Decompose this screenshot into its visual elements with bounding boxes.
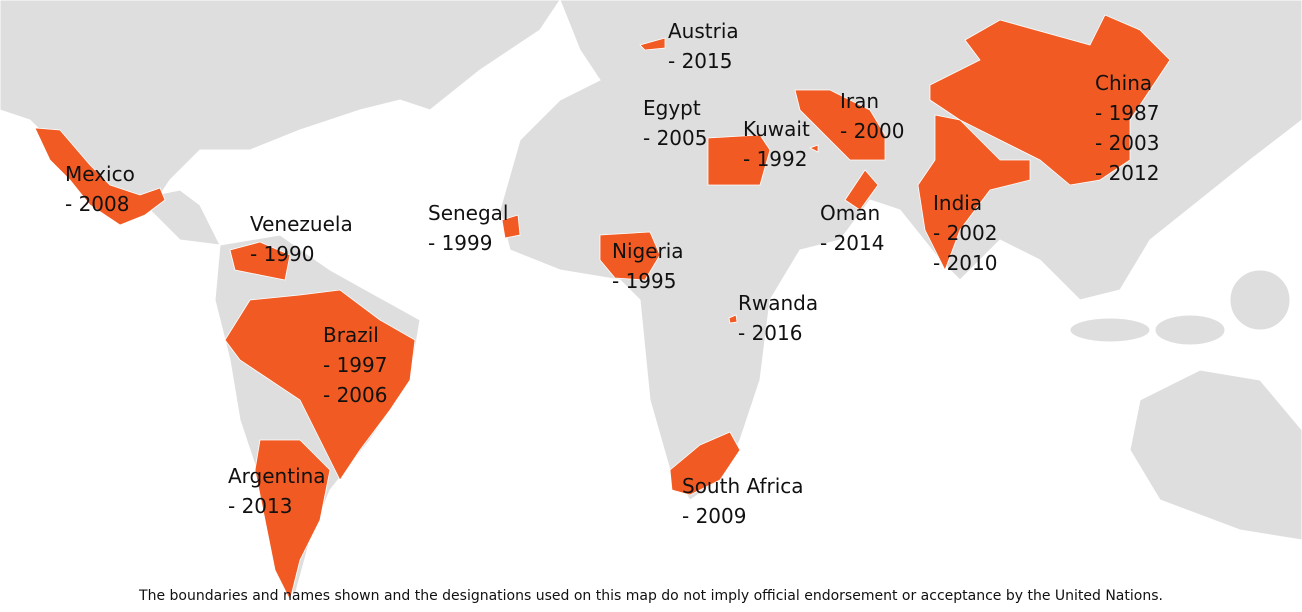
country-name: Senegal [428,201,509,225]
island [1154,314,1226,346]
country-year: - 1990 [250,242,314,266]
iran [794,89,886,161]
venezuela [229,241,291,281]
country-year: - 2000 [840,119,904,143]
country-name: Nigeria [612,239,684,263]
south-africa [669,431,741,496]
rwanda [728,314,738,324]
country-name: South Africa [682,474,804,498]
country-name: Rwanda [738,291,818,315]
oman [844,169,879,211]
country-name: Mexico [65,162,135,186]
country-year: - 2013 [228,494,292,518]
country-year: - 1992 [743,147,807,171]
labels: Austria - 2015 Egypt - 2005 Kuwait - 1992 Iran… [65,19,1159,528]
kuwait [809,144,819,153]
country-name: Kuwait [743,117,810,141]
country-year: - 2006 [323,383,387,407]
senegal [501,214,521,239]
country-name: China [1095,71,1152,95]
country-year: - 1997 [323,353,387,377]
country-year: - 1987 [1095,101,1159,125]
brazil [224,289,416,481]
india [917,114,1031,271]
austria [639,37,666,51]
country-year: - 2012 [1095,161,1159,185]
country-year: - 2005 [643,126,707,150]
australia [1129,369,1302,541]
country-year: - 2014 [820,231,884,255]
mexico [34,127,166,226]
country-year: - 2015 [668,49,732,73]
country-name: Venezuela [250,212,353,236]
country-name: Oman [820,201,880,225]
country-name: Argentina [228,464,326,488]
country-name: India [933,191,982,215]
country-year: - 1999 [428,231,492,255]
argentina [254,439,331,602]
disclaimer: The boundaries and names shown and the d… [138,588,1163,604]
country-year: - 2002 [933,221,997,245]
country-year: - 2010 [933,251,997,275]
highlighted-countries [34,14,1171,602]
island [1069,317,1151,343]
island [1229,269,1291,331]
egypt [707,134,771,186]
country-year: - 1995 [612,269,676,293]
country-name: Iran [840,89,879,113]
country-name: Austria [668,19,739,43]
country-year: - 2003 [1095,131,1159,155]
china [929,14,1171,186]
nigeria [599,231,661,281]
country-year: - 2009 [682,504,746,528]
country-name: Egypt [643,96,701,120]
country-name: Brazil [323,323,379,347]
country-year: - 2008 [65,192,129,216]
country-year: - 2016 [738,321,802,345]
